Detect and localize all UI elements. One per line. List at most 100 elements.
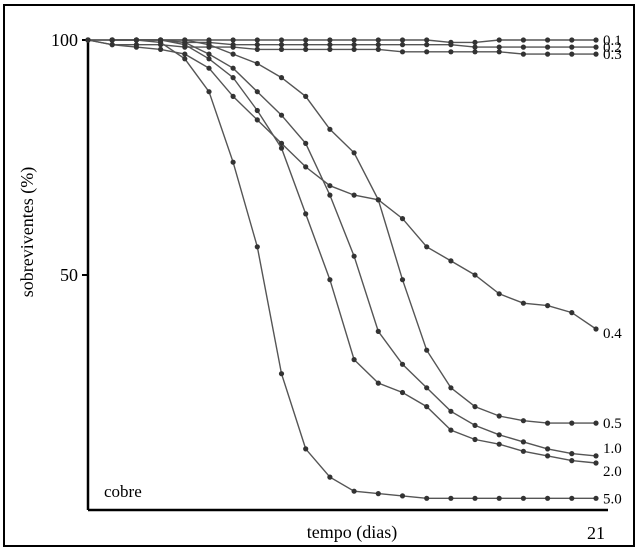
data-point — [230, 159, 236, 165]
data-point — [375, 380, 381, 386]
data-point — [424, 404, 430, 410]
series-line — [112, 39, 596, 499]
series-label: 0.3 — [603, 47, 622, 63]
data-point — [472, 39, 478, 46]
data-point — [424, 49, 430, 55]
data-point — [278, 42, 285, 48]
data-point — [399, 361, 406, 367]
data-point — [206, 51, 212, 57]
data-point — [351, 488, 357, 494]
data-point — [520, 44, 527, 50]
data-point — [424, 347, 430, 353]
data-point — [327, 37, 333, 43]
data-point — [158, 46, 164, 53]
data-point — [351, 46, 357, 53]
data-point — [351, 192, 357, 198]
series-label: 5.0 — [603, 491, 622, 507]
y-tick-label: 50 — [60, 265, 78, 285]
data-point — [303, 46, 309, 53]
y-tick-label: 100 — [51, 30, 78, 50]
data-point — [375, 328, 381, 334]
data-point — [496, 441, 502, 447]
x-axis-label: tempo (dias) — [307, 522, 397, 543]
data-point — [593, 326, 599, 332]
data-point — [351, 42, 357, 48]
data-point — [472, 404, 478, 410]
data-point — [545, 303, 551, 309]
data-point — [278, 37, 285, 43]
data-point — [206, 42, 212, 48]
data-point — [206, 65, 212, 71]
data-point — [569, 451, 575, 457]
y-axis-label: sobreviventes (%) — [17, 167, 38, 297]
data-point — [254, 60, 260, 67]
data-point — [85, 37, 91, 43]
series-label: 0.4 — [603, 326, 622, 342]
data-point — [375, 46, 381, 53]
series-line — [112, 39, 596, 424]
data-point — [569, 310, 575, 316]
data-point — [448, 42, 454, 48]
data-point — [327, 42, 333, 48]
data-point — [206, 56, 212, 62]
data-point — [545, 420, 551, 426]
data-point — [424, 37, 430, 43]
data-point — [303, 93, 309, 99]
x-tick-label: 21 — [587, 523, 605, 543]
data-point — [472, 436, 478, 443]
data-point — [206, 89, 212, 95]
data-point — [399, 277, 406, 283]
data-point — [399, 49, 406, 55]
data-point — [520, 439, 527, 445]
data-point — [496, 495, 502, 501]
data-point — [327, 474, 333, 480]
data-point — [424, 385, 430, 391]
series-label: 0.2 — [603, 40, 622, 56]
data-point — [375, 491, 381, 497]
data-point — [545, 44, 551, 50]
data-point — [496, 413, 502, 419]
series-line — [87, 39, 596, 55]
data-point — [569, 51, 575, 57]
data-point — [182, 42, 188, 48]
data-point — [520, 51, 527, 57]
series-label: 2.0 — [603, 464, 622, 480]
series-0.5 — [109, 37, 599, 426]
data-point — [569, 44, 575, 50]
data-point — [520, 448, 527, 454]
data-point — [569, 37, 575, 43]
data-point — [593, 420, 599, 426]
data-point — [472, 44, 478, 50]
data-point — [230, 51, 236, 57]
series-label: 0.1 — [603, 33, 622, 49]
data-point — [351, 150, 357, 156]
data-point — [520, 300, 527, 306]
data-point — [399, 42, 406, 48]
data-point — [424, 244, 430, 250]
data-point — [182, 51, 188, 57]
data-point — [593, 453, 599, 459]
data-point — [593, 44, 599, 50]
data-point — [278, 140, 285, 146]
axes: 100 50 21 — [51, 30, 608, 543]
data-point — [448, 408, 454, 414]
data-point — [254, 37, 260, 43]
data-point — [230, 93, 236, 99]
metal-annotation: cobre — [104, 482, 142, 501]
data-point — [448, 258, 454, 264]
data-point — [375, 197, 381, 203]
data-point — [472, 49, 478, 55]
data-point — [278, 145, 285, 151]
data-point — [496, 49, 502, 55]
data-point — [230, 75, 236, 81]
data-point — [278, 75, 285, 81]
data-point — [424, 495, 430, 501]
data-point — [496, 291, 502, 297]
data-point — [496, 37, 502, 43]
data-point — [375, 42, 381, 48]
data-point — [472, 422, 478, 428]
data-point — [254, 117, 260, 123]
data-point — [303, 37, 309, 43]
series-2.0 — [109, 37, 599, 466]
data-point — [569, 495, 575, 501]
